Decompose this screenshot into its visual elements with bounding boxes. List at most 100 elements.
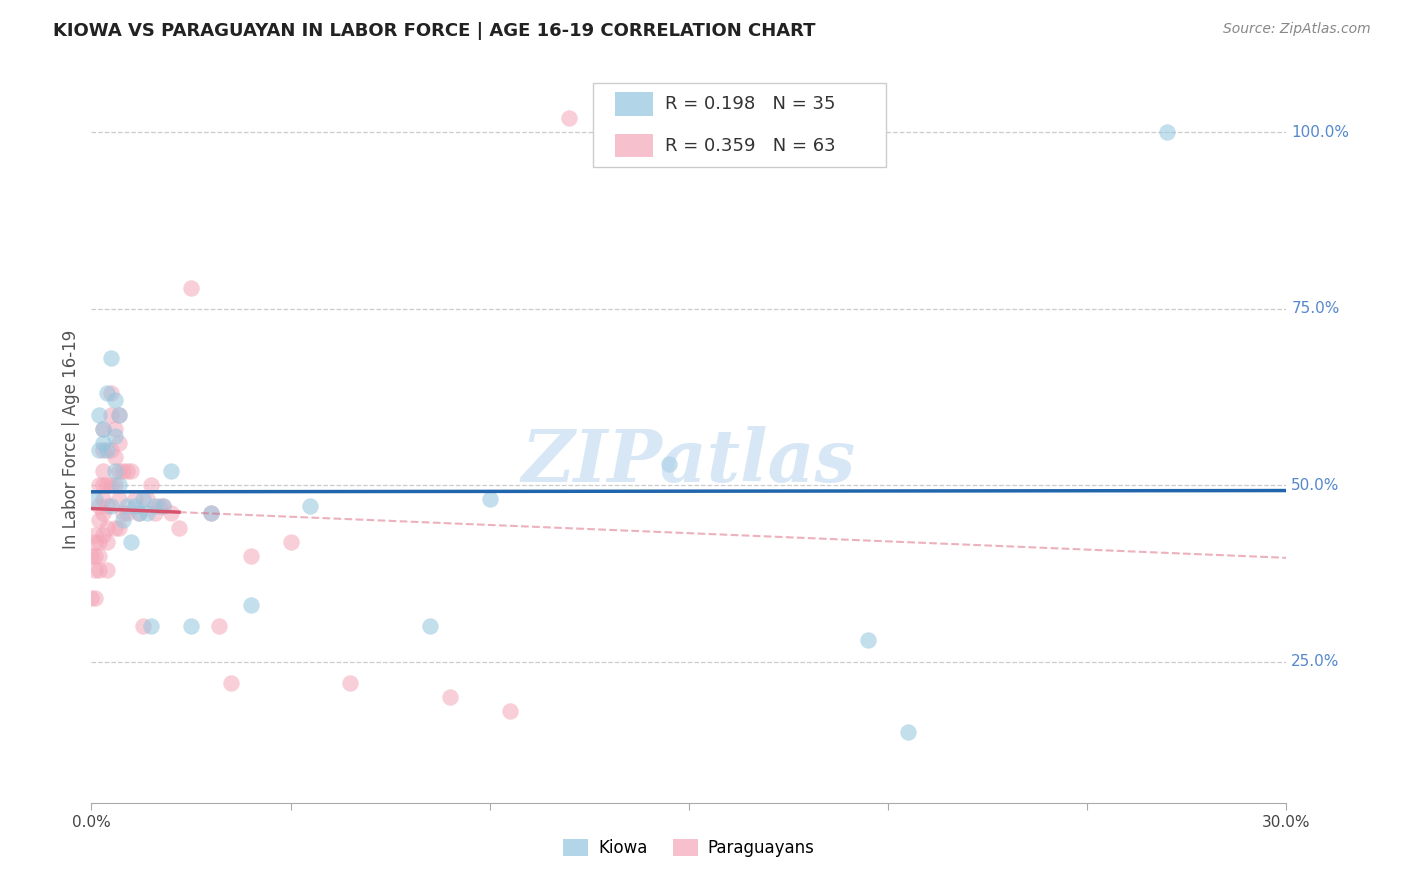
Point — [132, 619, 155, 633]
Point — [89, 442, 111, 457]
Point — [104, 450, 127, 464]
Point — [96, 520, 118, 534]
Point — [93, 442, 115, 457]
Point — [136, 492, 159, 507]
Point — [200, 507, 222, 521]
Point — [96, 563, 118, 577]
Text: 75.0%: 75.0% — [1291, 301, 1340, 317]
Point — [100, 408, 122, 422]
Point — [558, 111, 581, 125]
Point — [112, 464, 135, 478]
Point — [108, 408, 131, 422]
Text: R = 0.359   N = 63: R = 0.359 N = 63 — [665, 136, 835, 155]
Point — [108, 464, 131, 478]
Point — [143, 500, 166, 514]
Point — [280, 534, 302, 549]
Point — [100, 351, 122, 366]
Point — [89, 549, 111, 563]
Point — [89, 500, 111, 514]
Point — [80, 591, 103, 606]
Point — [96, 478, 118, 492]
Bar — [614, 134, 652, 157]
Point — [658, 457, 681, 471]
Point — [239, 598, 262, 612]
Point — [84, 549, 107, 563]
Bar — [614, 93, 652, 116]
Point — [100, 500, 122, 514]
Point — [339, 675, 361, 690]
Point — [132, 492, 155, 507]
Point — [89, 534, 111, 549]
Point — [80, 549, 103, 563]
Point — [120, 534, 142, 549]
Point — [108, 408, 131, 422]
Point — [108, 435, 131, 450]
Point — [439, 690, 461, 704]
Point — [299, 500, 322, 514]
Point — [89, 563, 111, 577]
Point — [108, 478, 131, 492]
Point — [100, 442, 122, 457]
Point — [141, 619, 162, 633]
Point — [84, 563, 107, 577]
Text: 50.0%: 50.0% — [1291, 478, 1340, 492]
Text: ZIPatlas: ZIPatlas — [522, 425, 856, 497]
Point — [93, 492, 115, 507]
Point — [419, 619, 441, 633]
Point — [152, 500, 174, 514]
Point — [108, 492, 131, 507]
Point — [108, 520, 131, 534]
Point — [93, 478, 115, 492]
Point — [1156, 125, 1178, 139]
Point — [93, 507, 115, 521]
Point — [84, 591, 107, 606]
Point — [128, 507, 150, 521]
Point — [115, 500, 138, 514]
Point — [856, 633, 880, 648]
Point — [498, 704, 520, 718]
Point — [104, 478, 127, 492]
Point — [96, 534, 118, 549]
Point — [219, 675, 242, 690]
Point — [96, 442, 118, 457]
Point — [239, 549, 262, 563]
Point — [478, 492, 501, 507]
FancyBboxPatch shape — [593, 83, 886, 167]
Point — [104, 393, 127, 408]
Point — [115, 464, 138, 478]
Point — [84, 534, 107, 549]
Point — [208, 619, 231, 633]
Point — [115, 507, 138, 521]
Legend: Kiowa, Paraguayans: Kiowa, Paraguayans — [557, 832, 821, 863]
Point — [124, 500, 146, 514]
Point — [180, 619, 202, 633]
Text: R = 0.198   N = 35: R = 0.198 N = 35 — [665, 95, 835, 113]
Text: 100.0%: 100.0% — [1291, 125, 1350, 140]
Y-axis label: In Labor Force | Age 16-19: In Labor Force | Age 16-19 — [62, 330, 80, 549]
Point — [120, 464, 142, 478]
Point — [100, 478, 122, 492]
Point — [200, 507, 222, 521]
Text: 25.0%: 25.0% — [1291, 654, 1340, 669]
Point — [96, 500, 118, 514]
Point — [100, 386, 122, 401]
Point — [897, 725, 920, 739]
Point — [112, 507, 135, 521]
Point — [93, 435, 115, 450]
Point — [152, 500, 174, 514]
Text: Source: ZipAtlas.com: Source: ZipAtlas.com — [1223, 22, 1371, 37]
Point — [143, 507, 166, 521]
Point — [148, 500, 170, 514]
Point — [160, 464, 183, 478]
Text: KIOWA VS PARAGUAYAN IN LABOR FORCE | AGE 16-19 CORRELATION CHART: KIOWA VS PARAGUAYAN IN LABOR FORCE | AGE… — [53, 22, 815, 40]
Point — [89, 478, 111, 492]
Point — [112, 513, 135, 527]
Point — [84, 492, 107, 507]
Point — [93, 422, 115, 436]
Point — [104, 422, 127, 436]
Point — [104, 520, 127, 534]
Point — [128, 507, 150, 521]
Point — [93, 464, 115, 478]
Point — [104, 464, 127, 478]
Point — [136, 507, 159, 521]
